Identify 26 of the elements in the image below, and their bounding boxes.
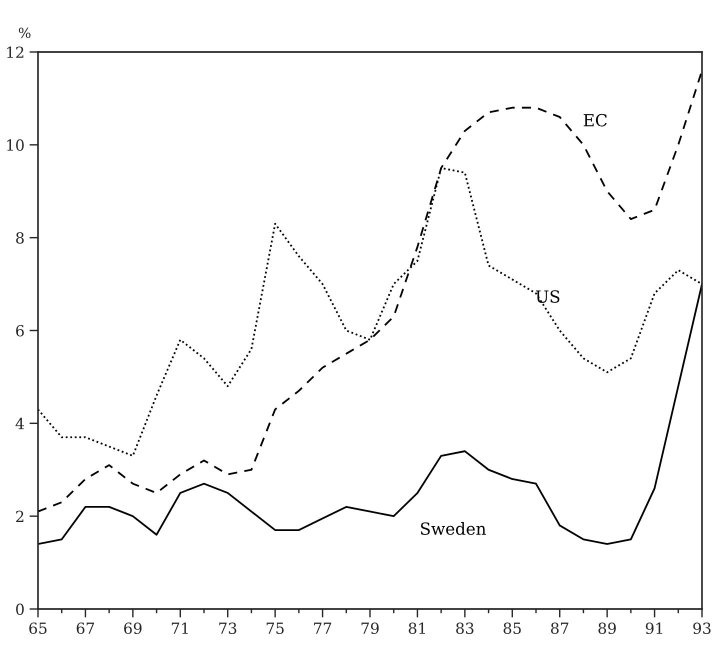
y-tick-label: 6 xyxy=(16,324,24,337)
y-tick-label: 4 xyxy=(16,418,24,430)
y-tick-label: 2 xyxy=(16,510,24,522)
x-tick-label: 91 xyxy=(646,622,662,634)
x-tick-label: 65 xyxy=(29,622,47,634)
y-axis-title: % xyxy=(18,28,31,38)
x-tick-label: 71 xyxy=(172,622,188,634)
x-tick-label: 83 xyxy=(456,622,474,634)
x-tick-label: 79 xyxy=(362,622,379,634)
series-label: Sweden xyxy=(420,522,486,535)
x-tick-label: 85 xyxy=(504,622,521,634)
x-tick-label: 69 xyxy=(124,622,142,634)
y-tick-label: 0 xyxy=(16,603,24,616)
y-tick-label: 12 xyxy=(7,46,24,58)
x-tick-label: 81 xyxy=(408,622,425,634)
y-tick-label: 10 xyxy=(7,139,24,151)
series-label: EC xyxy=(584,114,607,126)
x-tick-label: 87 xyxy=(551,622,568,634)
series-label: US xyxy=(536,290,560,303)
x-tick-label: 77 xyxy=(314,622,332,634)
y-tick-label: 8 xyxy=(16,232,24,244)
x-tick-label: 93 xyxy=(693,622,711,634)
x-tick-label: 67 xyxy=(76,622,94,634)
x-tick-label: 89 xyxy=(598,622,616,634)
x-tick-label: 73 xyxy=(219,622,236,634)
x-tick-label: 75 xyxy=(266,622,284,634)
